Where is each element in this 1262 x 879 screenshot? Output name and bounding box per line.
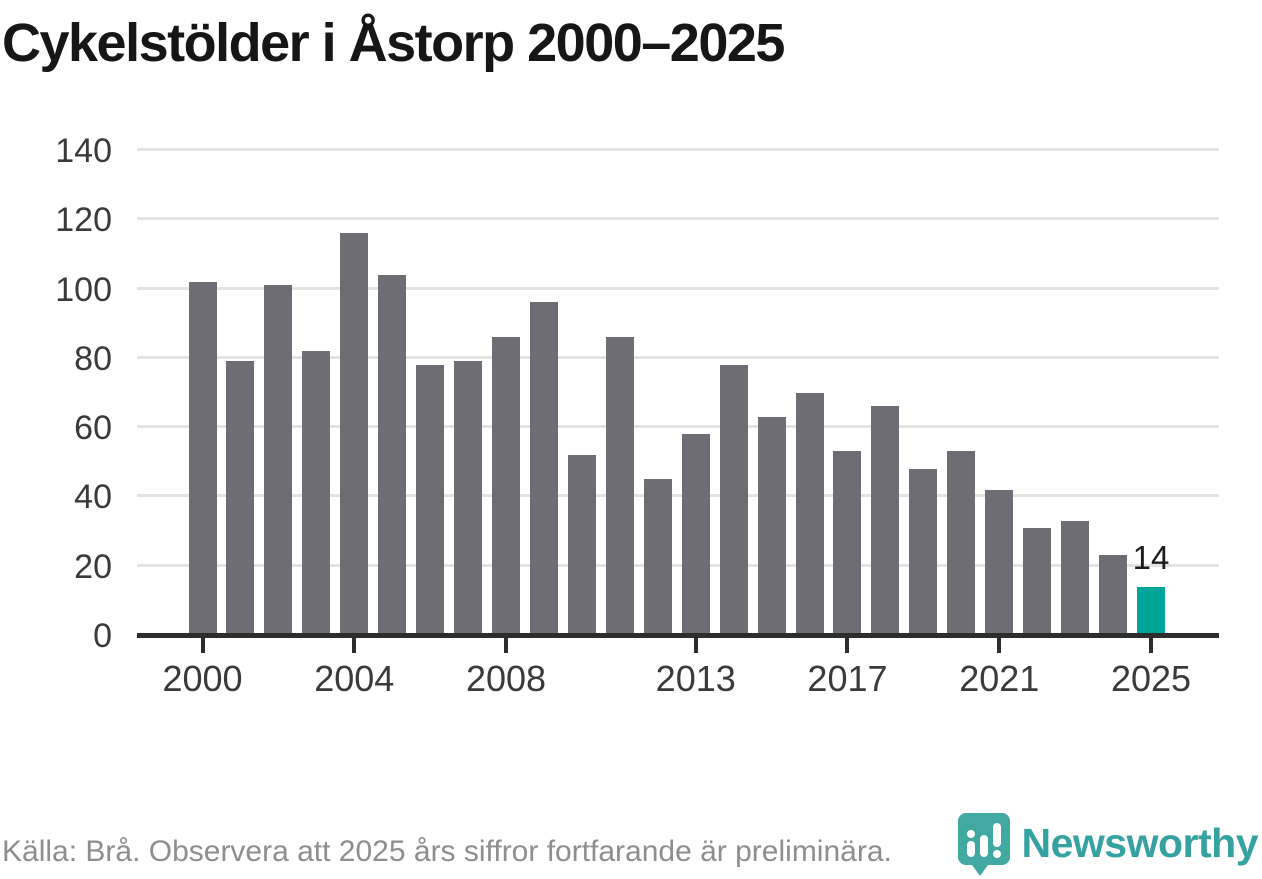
y-axis-tick-label: 100 <box>55 270 112 309</box>
newsworthy-pin-icon <box>956 811 1012 877</box>
bar-2008 <box>492 337 521 635</box>
bar-2013 <box>681 434 710 635</box>
bar-2016 <box>795 392 824 635</box>
x-axis-tick <box>997 638 1002 653</box>
bar-value-label: 14 <box>1132 538 1170 576</box>
gridline <box>137 494 1219 498</box>
bar-2003 <box>302 350 331 635</box>
bar-2023 <box>1061 520 1090 635</box>
bar-2004 <box>340 233 369 635</box>
bar-2022 <box>1023 527 1052 635</box>
x-axis-tick <box>1149 638 1153 653</box>
plot-area <box>137 148 1219 635</box>
bar-2021 <box>985 489 1014 635</box>
x-axis-tick-label: 2025 <box>1110 658 1192 699</box>
y-axis-tick-label: 0 <box>93 617 112 655</box>
bar-2002 <box>264 285 293 635</box>
bar-2011 <box>605 337 634 635</box>
y-axis-tick-label: 80 <box>74 339 112 378</box>
x-axis-tick <box>504 638 509 653</box>
bar-2025 <box>1137 586 1165 635</box>
bar-2018 <box>871 406 900 635</box>
bar-2019 <box>909 468 938 635</box>
gridline <box>137 563 1219 567</box>
x-axis-tick-label: 2004 <box>314 658 395 699</box>
x-axis-tick-label: 2013 <box>655 658 736 699</box>
y-axis-tick-label: 60 <box>74 409 112 448</box>
y-axis-tick-label: 20 <box>74 547 112 586</box>
newsworthy-logo: Newsworthy <box>956 808 1259 879</box>
x-axis-tick-label: 2017 <box>807 658 888 699</box>
bar-2006 <box>416 364 445 635</box>
x-axis-tick <box>845 638 850 653</box>
chart-title: Cykelstölder i Åstorp 2000–2025 <box>2 13 785 73</box>
bar-2009 <box>529 302 558 635</box>
x-axis-line <box>137 633 1219 638</box>
gridline <box>137 355 1219 359</box>
bar-2012 <box>643 479 672 635</box>
gridline <box>137 286 1219 290</box>
bar-2017 <box>833 451 862 635</box>
y-axis-tick-label: 40 <box>74 478 112 517</box>
bar-2024 <box>1099 555 1128 635</box>
gridline <box>137 217 1219 221</box>
y-axis-tick-label: 140 <box>55 132 112 170</box>
bar-2015 <box>757 416 786 635</box>
x-axis-tick-label: 2000 <box>162 658 243 699</box>
bar-2014 <box>719 364 748 635</box>
x-axis-tick <box>200 638 205 653</box>
newsworthy-wordmark: Newsworthy <box>1021 820 1259 866</box>
bar-2000 <box>188 281 217 635</box>
bar-2020 <box>947 451 976 635</box>
bar-2005 <box>378 274 407 635</box>
bar-2001 <box>226 361 255 635</box>
x-axis-tick <box>693 638 698 653</box>
bar-2007 <box>454 361 483 635</box>
y-axis-tick-label: 120 <box>55 201 112 240</box>
gridline <box>137 425 1219 429</box>
source-note: Källa: Brå. Observera att 2025 års siffr… <box>2 835 892 868</box>
gridline <box>137 148 1219 151</box>
x-axis-tick-label: 2021 <box>959 658 1040 699</box>
x-axis-tick-label: 2008 <box>465 658 547 699</box>
x-axis-tick <box>352 638 357 653</box>
bar-2010 <box>567 454 596 635</box>
